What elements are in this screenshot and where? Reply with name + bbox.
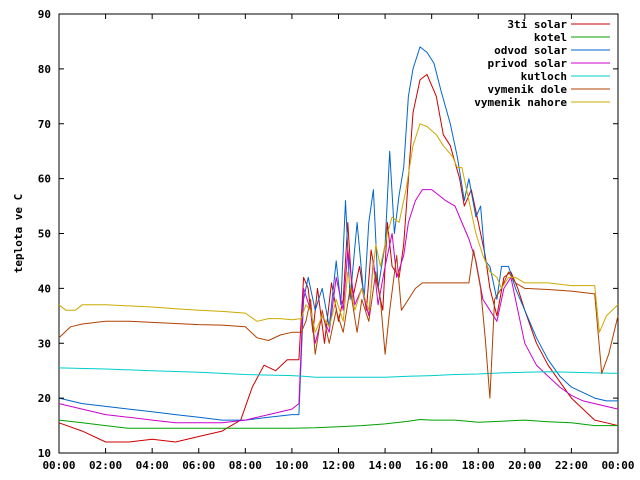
series-line-5 — [58, 249, 619, 399]
series-layer — [58, 46, 619, 443]
x-tick-label: 04:00 — [136, 459, 169, 472]
y-tick-label: 40 — [38, 282, 51, 295]
legend-label: kutloch — [521, 70, 567, 83]
x-tick-label: 00:00 — [42, 459, 75, 472]
legend-label: kotel — [534, 31, 567, 44]
x-tick-label: 08:00 — [229, 459, 262, 472]
legend-label: 3ti solar — [507, 18, 567, 31]
y-tick-label: 80 — [38, 63, 51, 76]
y-tick-label: 20 — [38, 392, 51, 405]
x-tick-label: 16:00 — [415, 459, 448, 472]
series-line-1 — [58, 419, 618, 429]
series-line-4 — [58, 367, 619, 378]
x-tick-label: 10:00 — [275, 459, 308, 472]
y-tick-label: 90 — [38, 8, 51, 21]
axes-layer: 00:00 02:00 04:00 06:00 08:00 10:00 12:00 14:00… — [38, 8, 635, 472]
y-axis-label: teplota ve C — [12, 194, 25, 273]
legend-label: vymenik dole — [488, 83, 568, 96]
series-line-3 — [58, 189, 619, 424]
series-line-0 — [58, 73, 619, 443]
y-tick-label: 50 — [38, 228, 51, 241]
x-tick-label: 14:00 — [369, 459, 402, 472]
x-tick-label: 06:00 — [182, 459, 215, 472]
y-tick-label: 30 — [38, 337, 51, 350]
x-tick-label: 00:00 — [601, 459, 634, 472]
y-tick-label: 70 — [38, 118, 51, 131]
legend-label: privod solar — [488, 57, 568, 70]
x-tick-label: 18:00 — [462, 459, 495, 472]
x-tick-label: 02:00 — [89, 459, 122, 472]
y-tick-label: 60 — [38, 173, 51, 186]
y-tick-label: 10 — [38, 447, 51, 460]
legend-label: odvod solar — [494, 44, 567, 57]
legend-label: vymenik nahore — [474, 96, 567, 109]
series-line-6 — [58, 123, 619, 333]
x-tick-label: 22:00 — [555, 459, 588, 472]
x-tick-label: 20:00 — [508, 459, 541, 472]
x-tick-label: 12:00 — [322, 459, 355, 472]
